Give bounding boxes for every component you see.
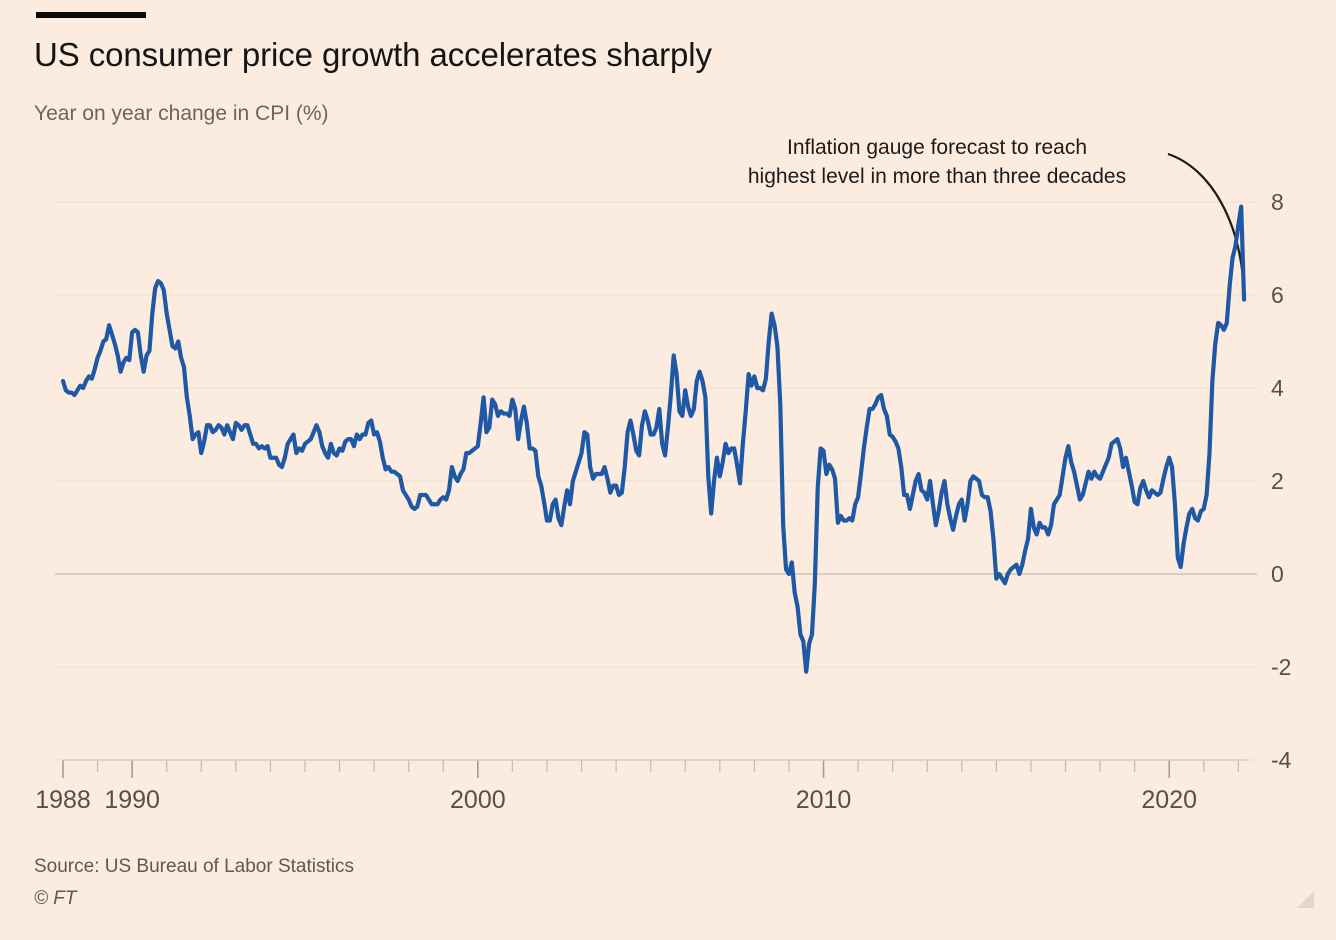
resize-handle-icon[interactable] [1297, 891, 1314, 908]
y-axis-tick-label: -4 [1271, 747, 1292, 773]
annotation-line-1: Inflation gauge forecast to reach [786, 136, 1088, 159]
callout-arc [1167, 152, 1246, 300]
x-axis-tick-label: 2000 [450, 786, 506, 814]
x-axis-labels-group: 1988 1990 2000 2010 2020 [35, 786, 1197, 814]
y-axis-tick-label: 8 [1271, 189, 1284, 215]
y-axis-tick-label: -2 [1271, 654, 1291, 680]
x-axis-tick-label: 2010 [796, 786, 852, 814]
y-axis-tick-label: 2 [1271, 468, 1284, 494]
chart-subtitle: Year on year change in CPI (%) [34, 102, 329, 125]
page-title: US consumer price growth accelerates sha… [34, 36, 712, 73]
y-axis-tick-label: 0 [1271, 561, 1284, 587]
x-axis-tick-label: 1990 [104, 786, 160, 814]
y-axis-labels-group: 8 6 4 2 0 -2 -4 [1271, 189, 1292, 773]
xticks-group [62, 760, 1240, 778]
source-note: Source: US Bureau of Labor Statistics [34, 856, 354, 877]
x-axis-tick-label: 1988 [35, 786, 91, 814]
x-axis-tick-label: 2020 [1141, 786, 1197, 814]
cpi-series-line [60, 204, 1247, 674]
gridlines-group [55, 201, 1257, 761]
top-rule [36, 12, 146, 18]
y-axis-tick-label: 4 [1271, 375, 1284, 401]
y-axis-tick-label: 6 [1271, 282, 1284, 308]
annotation-line-2: highest level in more than three decades [747, 165, 1127, 188]
copyright-note: © FT [34, 888, 77, 909]
